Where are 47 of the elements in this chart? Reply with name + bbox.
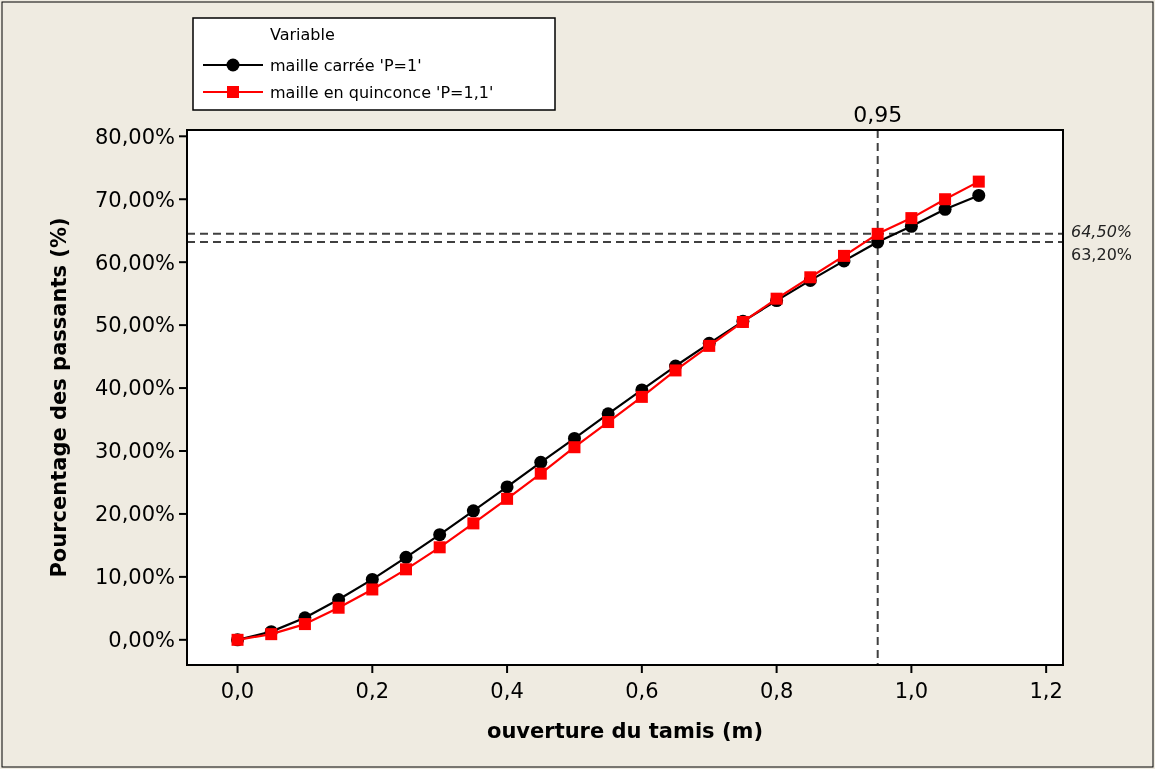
ref-line-label: 64,50% [1071,221,1133,241]
y-axis-title: Pourcentage des passants (%) [47,217,71,578]
point [466,504,480,518]
x-tick-label: 1,0 [894,679,929,703]
y-tick-label: 60,00% [94,250,175,275]
y-tick-label: 80,00% [94,124,175,149]
point [972,175,985,188]
point [332,601,345,614]
point [871,227,884,240]
x-tick-label: 1,2 [1029,679,1063,703]
point [972,188,986,202]
point [467,517,480,530]
x-tick-label: 0,6 [625,679,659,703]
point [433,528,447,542]
point [602,416,615,429]
point [366,583,379,596]
point [399,550,413,564]
legend-title: Variable [270,25,335,44]
point [939,193,952,206]
y-tick-label: 70,00% [94,187,175,212]
x-tick-label: 0,4 [490,679,524,703]
point [905,212,918,225]
point [568,441,581,454]
point [400,563,412,576]
y-tick-label: 20,00% [94,502,175,527]
y-tick-label: 40,00% [94,376,175,401]
point [534,467,547,480]
point [298,618,311,631]
point [534,455,548,469]
legend-label: maille carrée 'P=1' [270,55,422,75]
point [669,364,682,377]
point [433,541,446,554]
point [500,480,514,494]
x-tick-label: 0,0 [220,679,255,703]
point [635,390,648,403]
x-tick-label: 0,2 [355,679,390,703]
point [501,492,514,505]
point [838,249,850,262]
ref-line-label: 63,20% [1071,245,1133,265]
x-axis-title: ouverture du tamis (m) [486,719,764,743]
y-tick-label: 0,00% [108,628,175,653]
x-tick-label: 0,8 [759,679,794,703]
legend-label: maille en quinconce 'P=1,1' [270,82,494,102]
ref-line-label: 0,95 [853,102,903,127]
y-tick-label: 50,00% [94,313,175,338]
y-tick-label: 30,00% [94,439,175,464]
y-tick-label: 10,00% [94,565,175,590]
